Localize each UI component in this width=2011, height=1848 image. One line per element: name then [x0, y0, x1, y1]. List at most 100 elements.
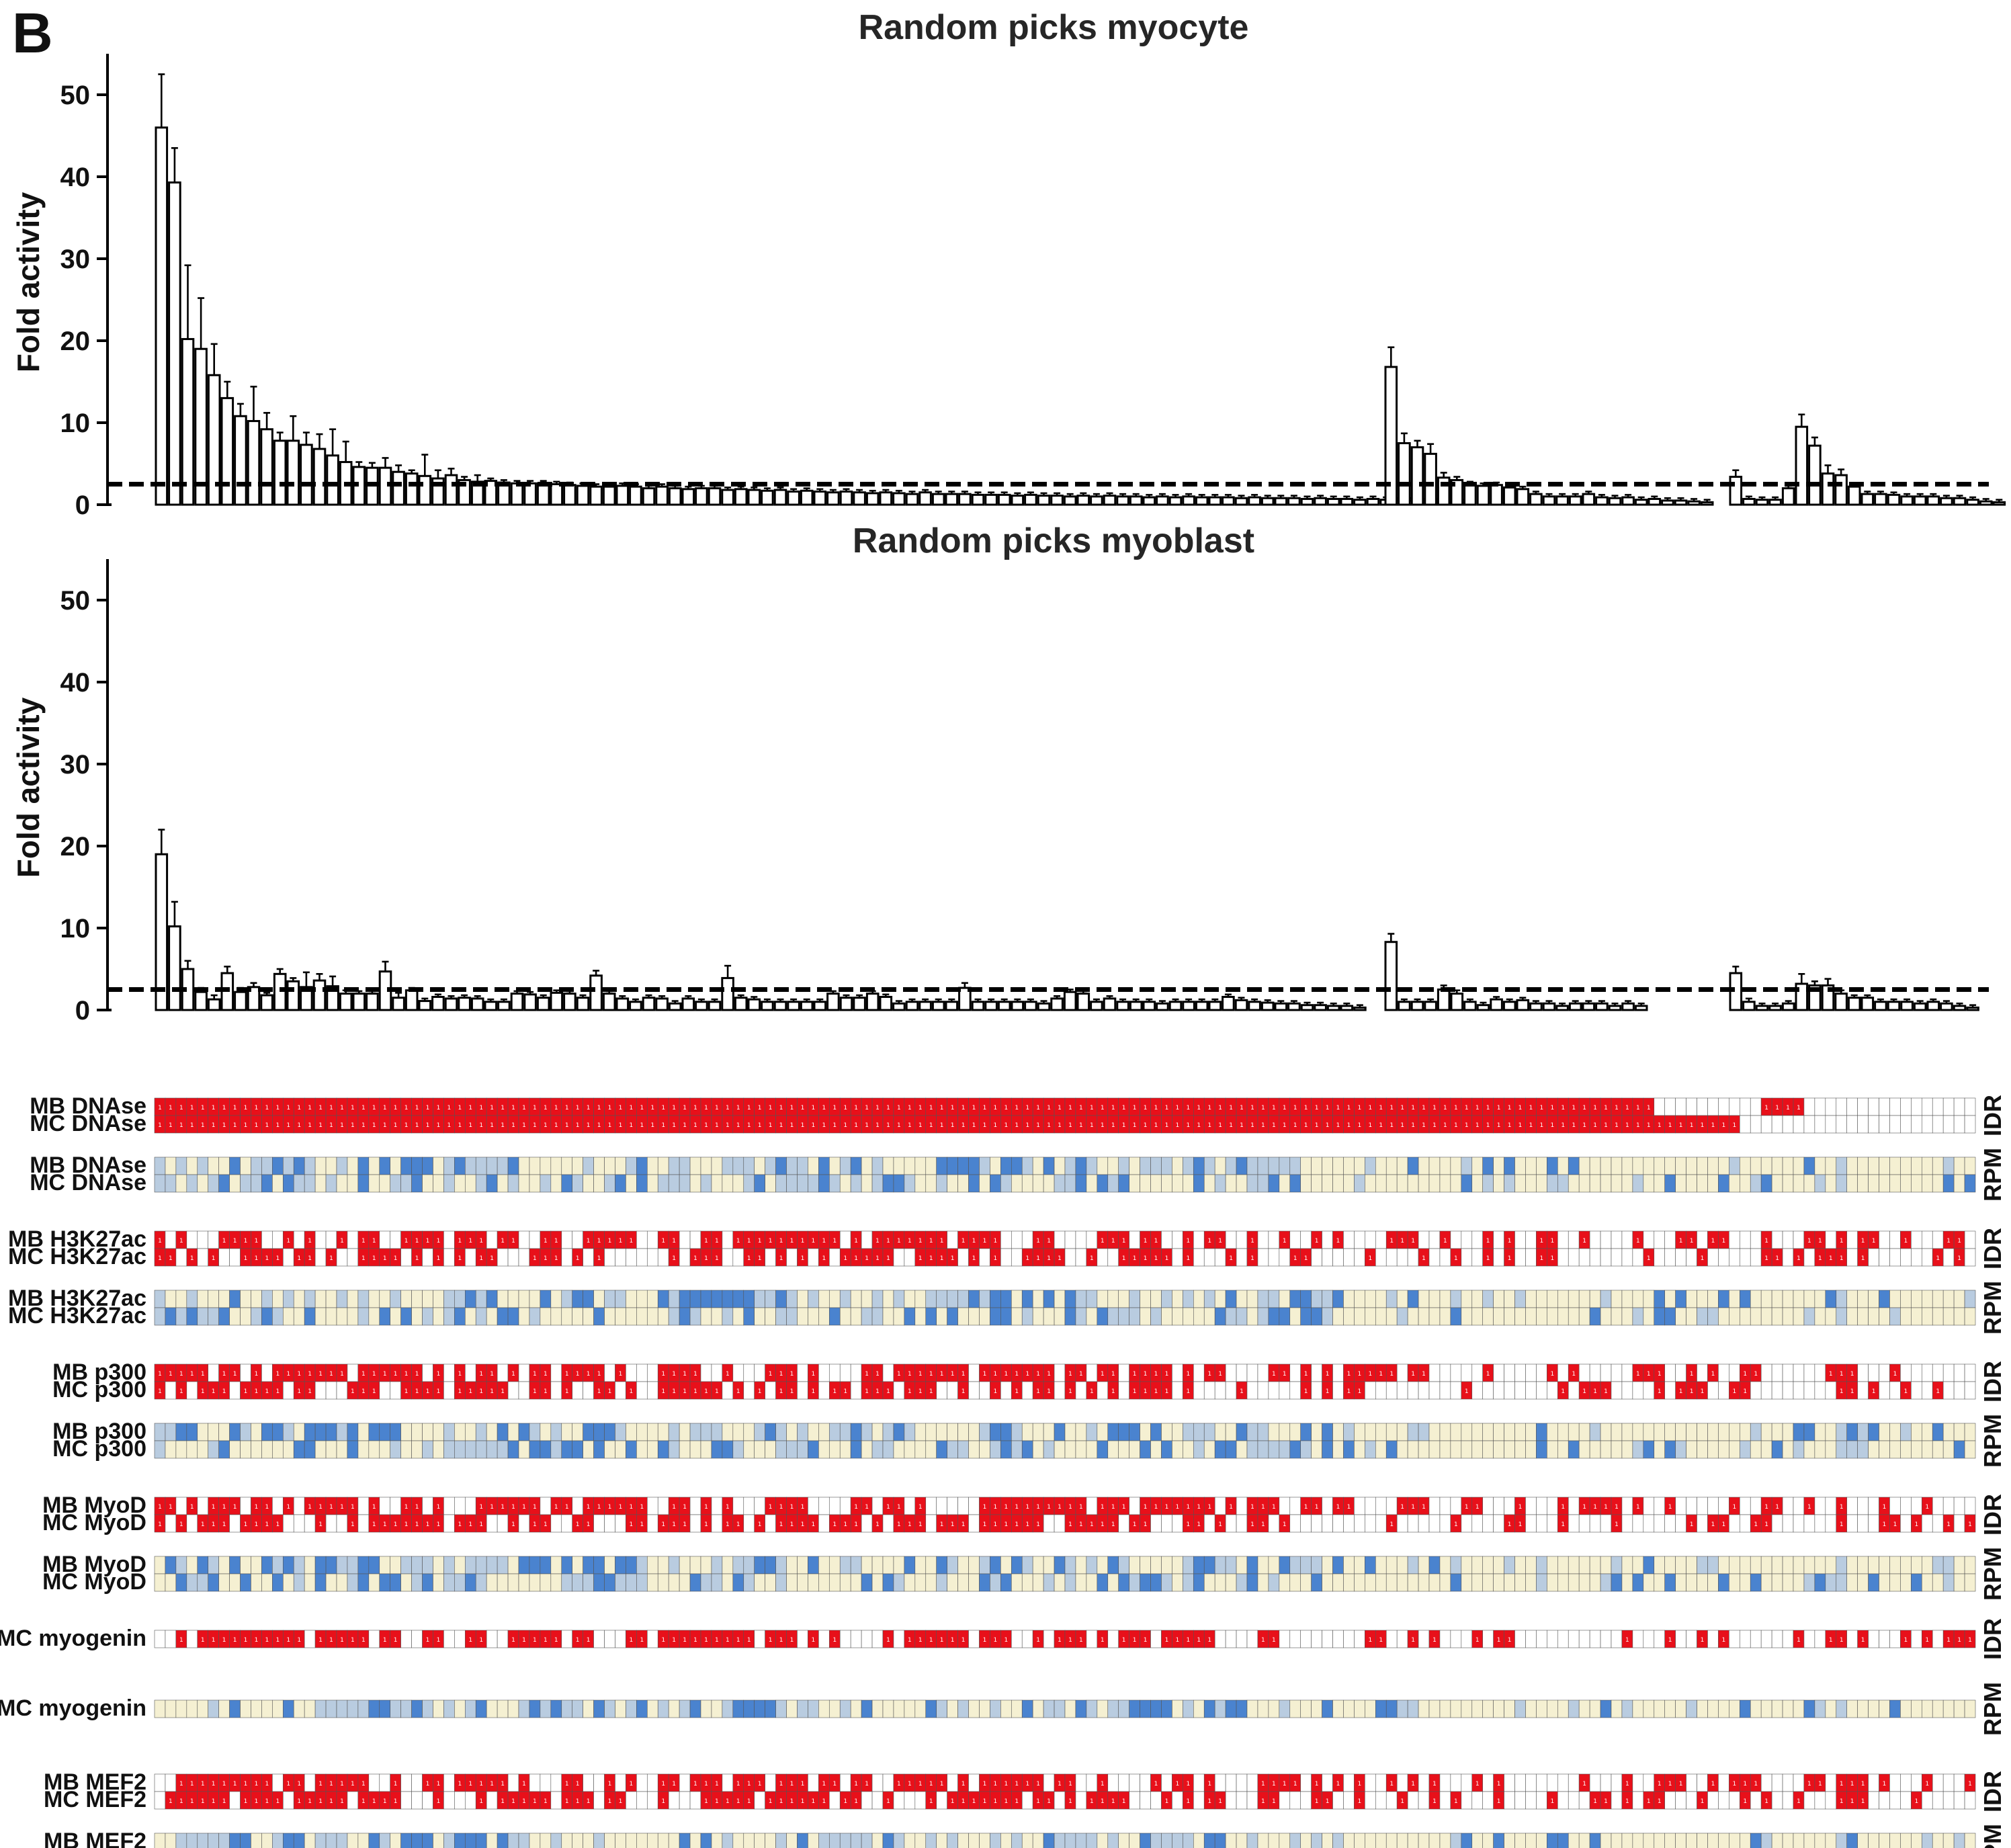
heatmap-cell — [540, 1573, 552, 1592]
heatmap-cell-label: 1 — [544, 1105, 548, 1111]
heatmap-cell — [1739, 1630, 1751, 1648]
heatmap-cell — [1289, 1290, 1301, 1308]
heatmap-cell — [1365, 1307, 1376, 1326]
heatmap-cell — [1868, 1630, 1879, 1648]
heatmap-cell — [679, 1290, 691, 1308]
heatmap-cell — [1654, 1307, 1666, 1326]
heatmap-cell — [186, 1514, 198, 1533]
heatmap-cell — [861, 1230, 873, 1249]
heatmap-cell — [197, 1174, 209, 1193]
heatmap-cell-label: 1 — [1647, 1105, 1651, 1111]
heatmap-cell — [1932, 1573, 1944, 1592]
heatmap-cell — [314, 1699, 327, 1718]
heatmap-cell — [1814, 1423, 1826, 1441]
heatmap-cell-label: 1 — [929, 1388, 933, 1395]
heatmap-cell — [1547, 1556, 1558, 1574]
heatmap-cell — [1375, 1556, 1387, 1574]
heatmap-cell-label: 1 — [790, 1371, 794, 1378]
heatmap-cell-label: 1 — [1047, 1122, 1051, 1129]
heatmap-cell — [293, 1497, 305, 1515]
heatmap-cell-label: 1 — [1133, 1122, 1137, 1129]
heatmap-cell-label: 1 — [1936, 1388, 1940, 1395]
heatmap-cell-label: 1 — [769, 1122, 773, 1129]
heatmap-cell — [1075, 1174, 1087, 1193]
heatmap-cell — [646, 1514, 658, 1533]
heatmap-cell — [1504, 1381, 1515, 1400]
heatmap-cell — [454, 1497, 466, 1515]
heatmap-cell-label: 1 — [1090, 1105, 1094, 1111]
heatmap-cell — [1718, 1290, 1729, 1308]
heatmap-cell — [1343, 1230, 1355, 1249]
bar — [642, 997, 656, 1011]
heatmap-cell-label: 1 — [1015, 1504, 1019, 1511]
heatmap-cell — [936, 1157, 947, 1175]
heatmap-cell — [572, 1307, 583, 1326]
heatmap-cell — [947, 1440, 958, 1459]
heatmap-cell — [529, 1290, 541, 1308]
heatmap-cell — [743, 1699, 755, 1718]
heatmap-cell — [1461, 1290, 1473, 1308]
bar — [931, 1001, 945, 1011]
heatmap-cell — [765, 1556, 776, 1574]
heatmap-cell — [1718, 1381, 1729, 1400]
bar — [1900, 1001, 1914, 1011]
heatmap-cell-label: 1 — [437, 1388, 441, 1395]
heatmap-cell-label: 1 — [394, 1637, 398, 1644]
heatmap-cell-label: 1 — [1722, 1122, 1726, 1129]
heatmap-cell-label: 1 — [843, 1521, 847, 1528]
heatmap-cell — [304, 1630, 316, 1648]
heatmap-cell — [1964, 1440, 1976, 1459]
heatmap-cell — [1568, 1248, 1580, 1267]
heatmap-cell — [1311, 1573, 1322, 1592]
heatmap-cell-label: 1 — [522, 1105, 526, 1111]
heatmap-cell — [1600, 1514, 1612, 1533]
heatmap-cell — [1493, 1290, 1504, 1308]
heatmap-cell-label: 1 — [1861, 1637, 1865, 1644]
heatmap-cell — [1771, 1699, 1783, 1718]
heatmap-cell-label: 1 — [458, 1371, 462, 1378]
heatmap-cell — [1289, 1440, 1301, 1459]
heatmap-cell — [1396, 1423, 1408, 1441]
heatmap-cell-label: 1 — [758, 1521, 762, 1528]
heatmap-cell — [411, 1423, 423, 1441]
heatmap-cell — [957, 1556, 969, 1574]
heatmap-cell-label: 1 — [801, 1122, 805, 1129]
heatmap-cell — [1643, 1440, 1655, 1459]
heatmap-cell — [1311, 1630, 1322, 1648]
heatmap-cell-label: 1 — [1315, 1105, 1319, 1111]
heatmap-cell-label: 1 — [1540, 1105, 1544, 1111]
heatmap-cell — [1407, 1556, 1419, 1574]
heatmap-cell — [1760, 1381, 1772, 1400]
heatmap-cell — [1311, 1381, 1322, 1400]
heatmap-cell-label: 1 — [886, 1504, 890, 1511]
heatmap-cell — [818, 1556, 830, 1574]
heatmap-cell — [1428, 1699, 1441, 1718]
heatmap-cell — [1547, 1423, 1558, 1441]
heatmap-cell — [1322, 1290, 1333, 1308]
heatmap-cell-label: 1 — [1015, 1388, 1019, 1395]
heatmap-cell — [1268, 1157, 1280, 1175]
heatmap-cell-label: 1 — [1154, 1238, 1158, 1245]
heatmap-cell — [1375, 1381, 1387, 1400]
heatmap-cell — [272, 1230, 284, 1249]
heatmap-cell — [272, 1290, 284, 1308]
heatmap-cell — [914, 1556, 927, 1574]
heatmap-cell-label: 1 — [372, 1521, 376, 1528]
heatmap-cell — [1043, 1630, 1055, 1648]
heatmap-cell — [593, 1307, 605, 1326]
heatmap-cell-label: 1 — [630, 1388, 634, 1395]
heatmap-cell — [165, 1230, 177, 1249]
heatmap-cell — [518, 1290, 530, 1308]
heatmap-cell — [1257, 1363, 1269, 1382]
heatmap-cell — [1750, 1174, 1762, 1193]
heatmap-cell-label: 1 — [458, 1105, 462, 1111]
heatmap-cell-label: 1 — [297, 1388, 301, 1395]
heatmap-cell — [1225, 1307, 1237, 1326]
heatmap-cell-label: 1 — [758, 1255, 762, 1262]
heatmap-cell — [636, 1174, 648, 1193]
heatmap-cell-label: 1 — [940, 1255, 944, 1262]
heatmap-cell — [1150, 1556, 1162, 1574]
heatmap-cell — [464, 1248, 476, 1267]
heatmap-cell — [1879, 1307, 1890, 1326]
heatmap-cell-label: 1 — [1047, 1255, 1051, 1262]
